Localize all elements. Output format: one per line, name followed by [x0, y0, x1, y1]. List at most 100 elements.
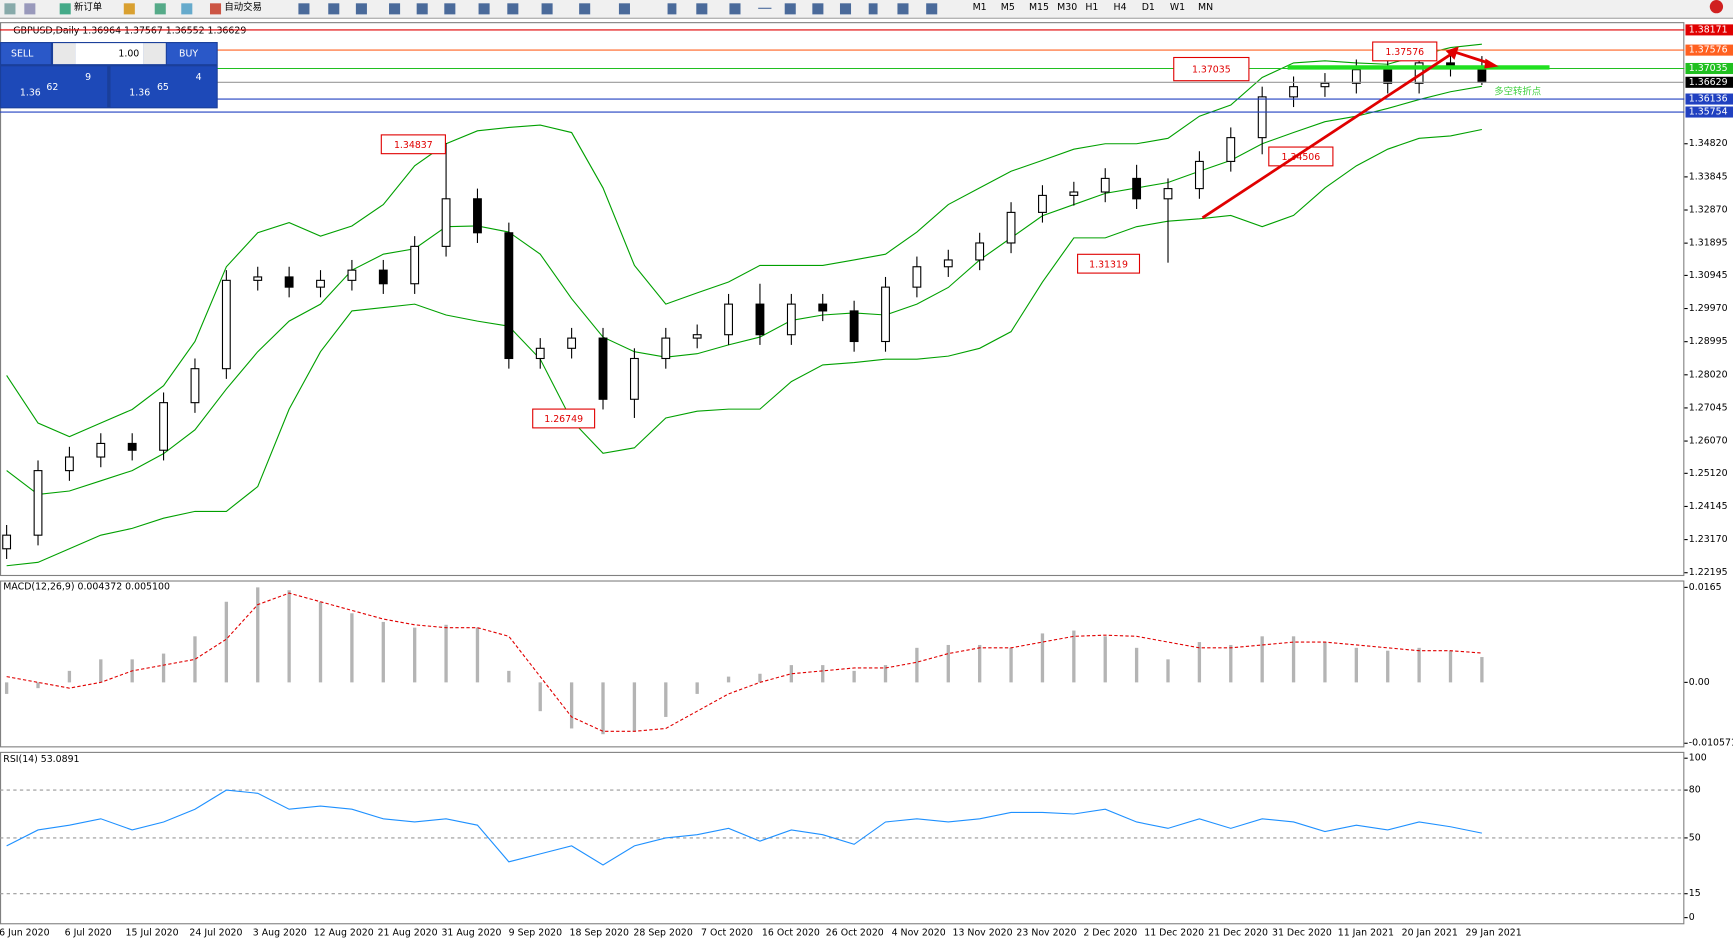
candle-body: [441, 198, 451, 247]
timeframe-button[interactable]: H1: [1085, 2, 1098, 13]
volume-value[interactable]: 1.00: [118, 49, 139, 60]
new-order-button[interactable]: 新订单: [74, 1, 102, 13]
candle-body: [347, 269, 357, 281]
x-tick-label: 11 Jan 2021: [1338, 928, 1394, 939]
price-level-label: 1.37035: [1689, 63, 1728, 74]
sell-button[interactable]: [1, 43, 51, 65]
icon[interactable]: [729, 3, 741, 15]
macd-signal-line: [6, 592, 1482, 732]
auto-trade-button[interactable]: 自动交易: [224, 1, 262, 13]
timeframe-button[interactable]: D1: [1142, 2, 1155, 13]
macd-histogram-bar: [632, 682, 637, 732]
icon[interactable]: [389, 3, 401, 15]
arrow-head: [1445, 46, 1459, 60]
price-level-label: 1.38171: [1689, 24, 1728, 35]
timeframe-button[interactable]: H4: [1114, 2, 1127, 13]
candle-body: [912, 266, 922, 288]
alert-badge[interactable]: [1709, 0, 1724, 14]
ask-box[interactable]: [110, 66, 217, 108]
y-tick-label: 50: [1689, 832, 1701, 843]
y-tick-label: 1.30945: [1689, 270, 1728, 281]
timeframe-button[interactable]: M30: [1057, 2, 1077, 13]
candle-body: [818, 303, 828, 312]
candle-body: [1132, 177, 1142, 200]
bid-box[interactable]: [1, 66, 108, 108]
price-level-tag: [1685, 106, 1733, 118]
icon[interactable]: [541, 3, 553, 15]
icon[interactable]: [579, 3, 591, 15]
buy-label[interactable]: BUY: [179, 49, 198, 60]
macd-histogram-bar: [538, 682, 542, 712]
icon[interactable]: [696, 3, 708, 15]
buy-button[interactable]: [166, 43, 217, 65]
icon[interactable]: [154, 3, 166, 15]
y-tick-label: 1.33845: [1689, 171, 1728, 182]
icon[interactable]: [355, 3, 367, 15]
macd-histogram-bar: [1229, 644, 1233, 683]
candle-body: [598, 337, 608, 400]
candle-body: [221, 279, 231, 370]
volume-input[interactable]: [75, 43, 144, 65]
icon[interactable]: [784, 3, 796, 15]
price-level-tag: [1685, 44, 1733, 56]
price-annotation: 1.37035: [1192, 65, 1231, 76]
chart-header: GBPUSD,Daily 1.36964 1.37567 1.36552 1.3…: [13, 25, 246, 36]
timeframe-button[interactable]: W1: [1170, 2, 1185, 13]
price-annotation: 1.34837: [394, 140, 433, 151]
x-tick-label: 29 Jan 2021: [1466, 928, 1522, 939]
candle-body: [190, 368, 200, 404]
candle-body: [629, 357, 639, 400]
macd-histogram-bar: [4, 682, 9, 694]
new-order-icon[interactable]: [59, 3, 71, 15]
timeframe-button[interactable]: M1: [973, 2, 987, 13]
y-tick-label: 1.32870: [1689, 205, 1728, 216]
y-tick-label: 1.26070: [1689, 436, 1728, 447]
timeframe-button[interactable]: M5: [1001, 2, 1015, 13]
icon[interactable]: [667, 3, 677, 15]
icon[interactable]: [839, 3, 852, 15]
candle-body: [284, 276, 294, 288]
x-tick-label: 23 Nov 2020: [1016, 928, 1076, 939]
price-panel-frame: [0, 22, 1685, 577]
icon[interactable]: [444, 3, 456, 15]
icon[interactable]: [416, 3, 428, 15]
icon[interactable]: [897, 3, 909, 15]
macd-histogram-bar: [161, 653, 166, 683]
volume-spin[interactable]: [53, 43, 76, 65]
icon[interactable]: [328, 3, 340, 15]
macd-histogram-bar: [1072, 630, 1076, 683]
icon[interactable]: [478, 3, 490, 15]
icon[interactable]: [298, 3, 310, 15]
icon[interactable]: [123, 3, 135, 15]
icon[interactable]: [868, 3, 878, 15]
auto-trade-icon[interactable]: [209, 3, 222, 15]
x-tick-label: 28 Sep 2020: [633, 928, 692, 939]
ask-fraction: 4: [196, 72, 202, 83]
icon[interactable]: [758, 7, 772, 9]
price-annotation-box: [532, 408, 596, 429]
macd-histogram-bar: [1040, 633, 1045, 683]
x-tick-label: 7 Oct 2020: [701, 928, 753, 939]
macd-histogram-bar: [852, 670, 856, 683]
macd-histogram-bar: [978, 644, 982, 683]
icon[interactable]: [507, 3, 519, 15]
x-tick-label: 20 Jan 2021: [1402, 928, 1458, 939]
icon[interactable]: [926, 3, 938, 15]
candle-body: [535, 347, 545, 360]
icon[interactable]: [618, 3, 630, 15]
x-tick-label: 13 Nov 2020: [953, 928, 1013, 939]
icon[interactable]: [812, 3, 824, 15]
candle-body: [2, 534, 12, 550]
macd-histogram-bar: [883, 665, 888, 683]
timeframe-button[interactable]: M15: [1029, 2, 1049, 13]
volume-spin[interactable]: [143, 43, 166, 65]
timeframe-button[interactable]: MN: [1198, 2, 1213, 13]
macd-histogram-bar: [1323, 642, 1327, 683]
candle-body: [253, 276, 263, 281]
macd-histogram-bar: [36, 682, 40, 689]
bid-pips: 62: [46, 82, 58, 93]
sell-label[interactable]: SELL: [11, 49, 34, 60]
macd-histogram-bar: [695, 682, 699, 694]
icon[interactable]: [181, 3, 193, 15]
